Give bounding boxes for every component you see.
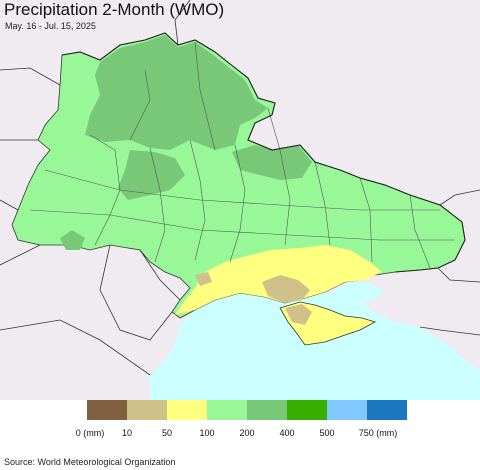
legend-tick-7: 750 (mm) (358, 428, 398, 438)
legend-swatch-7 (367, 400, 407, 420)
driest-zone-crimea (285, 304, 312, 325)
legend-tick-5: 400 (279, 428, 295, 438)
wet-zone-north (85, 35, 268, 150)
legend-swatch-0 (87, 400, 127, 420)
wet-zone-west (60, 230, 85, 250)
legend-swatch-4 (247, 400, 287, 420)
oblast-boundaries (29, 41, 455, 269)
wet-zone-central (118, 150, 185, 200)
legend-swatch-6 (327, 400, 367, 420)
driest-zone-odesa (195, 272, 212, 286)
legend-tick-4: 200 (239, 428, 255, 438)
legend-swatch-2 (167, 400, 207, 420)
source-credit: Source: World Meteorological Organizatio… (4, 457, 176, 467)
map-subtitle: May. 16 - Jul. 15, 2025 (5, 21, 96, 31)
neighbour-borders (0, 0, 480, 376)
legend-swatch-5 (287, 400, 327, 420)
legend-tick-0: 0 (mm) (75, 428, 105, 438)
legend-swatch-1 (127, 400, 167, 420)
driest-zone-kherson (262, 275, 310, 303)
precipitation-map (0, 0, 480, 400)
legend-tick-1: 10 (121, 428, 133, 438)
map-title: Precipitation 2-Month (WMO) (4, 0, 225, 19)
country-border (61, 32, 466, 273)
legend-tick-6: 500 (319, 428, 335, 438)
wet-zone-northeast (232, 145, 312, 180)
legend-tick-3: 100 (199, 428, 215, 438)
legend-tick-2: 50 (161, 428, 173, 438)
azov-sea (330, 282, 383, 302)
legend-swatch-3 (207, 400, 247, 420)
black-sea (150, 292, 480, 400)
